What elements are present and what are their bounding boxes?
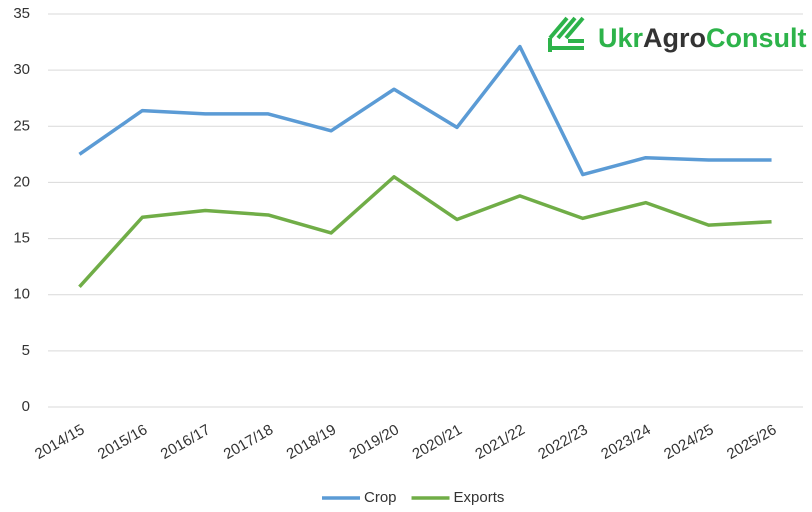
legend-label: Crop (364, 489, 397, 506)
x-tick-label: 2017/18 (221, 421, 276, 463)
x-tick-label: 2025/26 (724, 421, 779, 463)
x-tick-label: 2019/20 (347, 421, 402, 463)
x-tick-label: 2022/23 (535, 421, 590, 463)
logo-part: Ukr (598, 23, 644, 53)
x-tick-label: 2021/22 (472, 421, 527, 463)
logo: UkrAgroConsult (548, 16, 807, 53)
logo-text: UkrAgroConsult (598, 23, 807, 53)
x-tick-label: 2016/17 (158, 421, 213, 463)
x-tick-label: 2014/15 (32, 421, 87, 463)
y-tick-label: 30 (13, 61, 30, 78)
logo-part: Consult (706, 23, 807, 53)
y-tick-label: 35 (13, 5, 30, 22)
y-tick-label: 25 (13, 117, 30, 134)
plot: 0 5 10 15 20 25 30 35 2014/15 2015/16 2016/17 2017/… (13, 5, 803, 506)
x-tick-label: 2015/16 (95, 421, 150, 463)
y-tick-label: 0 (22, 398, 30, 415)
legend-label: Exports (454, 489, 505, 506)
legend: Crop Exports (322, 489, 504, 506)
x-tick-label: 2023/24 (598, 421, 653, 463)
x-tick-label: 2024/25 (661, 421, 716, 463)
x-tick-label: 2018/19 (284, 421, 339, 463)
y-tick-label: 10 (13, 286, 30, 303)
y-tick-label: 5 (22, 342, 30, 359)
x-tick-label: 2020/21 (409, 421, 464, 463)
series-line (78, 175, 772, 289)
y-tick-label: 20 (13, 173, 30, 190)
series-line (78, 44, 772, 177)
y-tick-label: 15 (13, 230, 30, 247)
logo-part: Agro (643, 23, 706, 53)
logo-icon (548, 16, 585, 52)
